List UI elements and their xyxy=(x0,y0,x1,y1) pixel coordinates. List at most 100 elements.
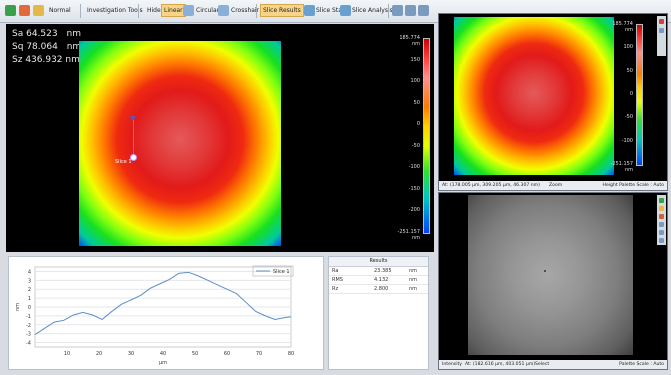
normal-button[interactable]: Normal xyxy=(49,7,71,14)
hide-button[interactable]: Hide xyxy=(147,7,161,14)
main-height-map-panel: Sa 64.523 nm Sq 78.064 nm Sz 436.932 nm … xyxy=(6,24,434,252)
x-tick-label: 80 xyxy=(288,351,294,357)
check-icon[interactable] xyxy=(659,198,664,203)
y-tick-label: -2 xyxy=(26,323,31,329)
results-row: Ra 23.385 nm xyxy=(329,267,428,276)
height-map-image[interactable]: Slice 1 xyxy=(79,41,281,246)
overview-colorbar xyxy=(636,24,643,166)
slice-end-handle[interactable] xyxy=(130,154,137,161)
y-tick-label: 2 xyxy=(28,287,31,293)
sz-row: Sz 436.932 nm xyxy=(12,54,81,67)
intensity-palette-scale: Palette Scale : Auto xyxy=(619,362,664,367)
y-tick-label: -1 xyxy=(26,314,31,320)
circular-icon xyxy=(183,5,194,16)
colorbar-tick-label: 50 xyxy=(413,99,420,106)
settings-icon[interactable] xyxy=(418,5,429,16)
colorbar-tick-label: 100 xyxy=(410,78,420,85)
zoom-in-icon[interactable] xyxy=(659,222,664,227)
colorbar-tick-label: 0 xyxy=(629,91,633,97)
height-colorbar xyxy=(423,38,430,234)
zoom-icon[interactable] xyxy=(659,28,664,33)
colorbar-tick-label: 185.774 nm xyxy=(612,21,633,33)
results-row: Rz 2.800 nm xyxy=(329,285,428,294)
sz-label: Sz xyxy=(12,55,23,65)
slice-label: Slice 1 xyxy=(115,159,132,165)
crosshair-icon xyxy=(218,5,229,16)
colorbar-tick-label: -251.157 nm xyxy=(397,229,420,241)
colorbar-tick-label: -100 xyxy=(621,137,633,144)
sa-unit: nm xyxy=(66,29,81,39)
circular-button[interactable]: Circular xyxy=(196,7,220,14)
linear-button[interactable]: Linear xyxy=(161,4,186,17)
colorbar-tick-label: 150 xyxy=(410,56,420,63)
colorbar-tick-label: 50 xyxy=(626,67,633,74)
legend-box xyxy=(252,265,294,277)
pan-icon[interactable] xyxy=(659,206,664,211)
colorbar-tick-label: 0 xyxy=(416,121,420,128)
sz-unit: nm xyxy=(65,55,80,65)
select-mode: Select xyxy=(535,362,550,367)
colorbar-tick-label: -100 xyxy=(408,164,420,171)
fit-icon[interactable] xyxy=(659,238,664,243)
slice-line[interactable] xyxy=(133,118,134,156)
crosshair-button[interactable]: Crosshair xyxy=(231,7,260,14)
intensity-label: Intensity xyxy=(442,362,462,367)
view-icon[interactable] xyxy=(5,5,16,16)
normal-icon[interactable] xyxy=(33,5,44,16)
sa-row: Sa 64.523 nm xyxy=(12,28,81,41)
slice-stats-button[interactable]: Slice Stats xyxy=(316,7,348,14)
colorbar-tick-label: 100 xyxy=(623,44,633,51)
select-icon[interactable] xyxy=(659,214,664,219)
y-tick-label: 4 xyxy=(28,269,31,275)
sq-value: 78.064 xyxy=(26,42,58,52)
copy-icon[interactable] xyxy=(392,5,403,16)
results-cell-value: 2.800 xyxy=(374,286,389,292)
separator xyxy=(80,4,81,18)
slice-start-handle[interactable] xyxy=(130,116,136,121)
colorbar-tick-label: -200 xyxy=(408,207,420,214)
y-tick-label: -3 xyxy=(26,332,31,338)
results-row: RMS 4.132 nm xyxy=(329,276,428,285)
intensity-cursor-readout: At: (182.616 µm, 403.051 µm) xyxy=(465,362,536,367)
height-overview-image[interactable] xyxy=(454,17,614,175)
results-cell-unit: nm xyxy=(409,268,418,274)
investigation-tools-menu[interactable]: Investigation Tools xyxy=(87,7,143,14)
colorbar-tick-label: -50 xyxy=(411,142,420,149)
separator xyxy=(256,4,257,18)
series-line-slice-1 xyxy=(34,271,292,335)
intensity-status-bar: Intensity At: (182.616 µm, 403.051 µm) S… xyxy=(439,360,667,369)
x-tick-label: 50 xyxy=(192,351,198,357)
export-icon[interactable] xyxy=(405,5,416,16)
results-cell-name: Ra xyxy=(332,268,339,274)
toolbar: Normal Investigation Tools Hide Linear C… xyxy=(0,0,671,23)
x-tick-label: 30 xyxy=(128,351,134,357)
colorbar-tick-label: -251.157 nm xyxy=(610,161,633,173)
colorbar-tick-label: -50 xyxy=(624,114,633,121)
slice-analysis-icon xyxy=(340,5,351,16)
results-cell-unit: nm xyxy=(409,286,418,292)
intensity-image[interactable] xyxy=(468,195,633,355)
results-panel: Results Ra 23.385 nm RMS 4.132 nm Rz 2.800 nm xyxy=(328,256,429,370)
results-cell-value: 4.132 xyxy=(374,277,389,283)
y-tick-label: -4 xyxy=(26,341,31,347)
close-icon[interactable] xyxy=(659,19,664,24)
sq-unit: nm xyxy=(66,42,82,52)
x-tick-label: 60 xyxy=(224,351,230,357)
slice-analysis-button[interactable]: Slice Analysis xyxy=(352,7,393,14)
height-overview-panel: 185.774 nm 100 50 0 -50 -100 -251.157 nm At: (… xyxy=(438,13,668,191)
y-tick-label: 0 xyxy=(28,305,31,311)
palette-scale: Height Palette Scale : Auto xyxy=(602,183,664,188)
sz-value: 436.932 xyxy=(25,55,63,65)
slice-results-button[interactable]: Slice Results xyxy=(260,4,304,17)
intensity-side-toolbar xyxy=(657,195,666,245)
sq-row: Sq 78.064 nm xyxy=(12,41,81,54)
y-tick-label: 1 xyxy=(28,296,31,302)
colorbar-tick-label: -150 xyxy=(408,185,420,192)
slice-stats-icon xyxy=(304,5,315,16)
results-table: Ra 23.385 nm RMS 4.132 nm Rz 2.800 nm xyxy=(329,267,428,294)
zoom-out-icon[interactable] xyxy=(659,230,664,235)
separator xyxy=(388,4,389,18)
measure-icon[interactable] xyxy=(19,5,30,16)
x-tick-label: 70 xyxy=(256,351,262,357)
